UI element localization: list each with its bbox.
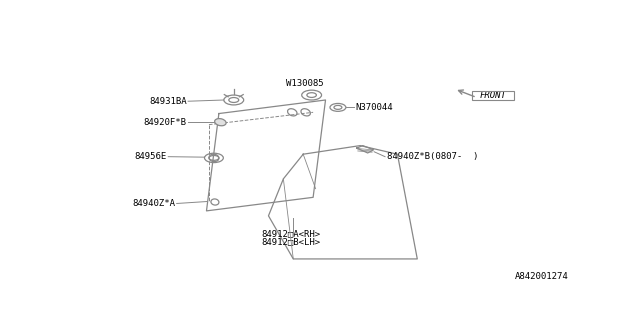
Text: 84920F*B: 84920F*B (143, 118, 187, 127)
Ellipse shape (214, 119, 226, 126)
Text: FRONT: FRONT (479, 91, 506, 100)
Text: 84956E: 84956E (134, 152, 167, 161)
Text: 84931BA: 84931BA (149, 97, 187, 106)
Text: W130085: W130085 (286, 79, 323, 88)
Text: 84912□A<RH>: 84912□A<RH> (261, 229, 320, 238)
Text: A842001274: A842001274 (515, 272, 568, 281)
Text: 84940Z*A: 84940Z*A (132, 199, 175, 208)
Text: N370044: N370044 (355, 103, 393, 112)
Text: 84940Z*B(0807-  ): 84940Z*B(0807- ) (387, 152, 478, 161)
Text: 84912□B<LH>: 84912□B<LH> (261, 237, 320, 246)
